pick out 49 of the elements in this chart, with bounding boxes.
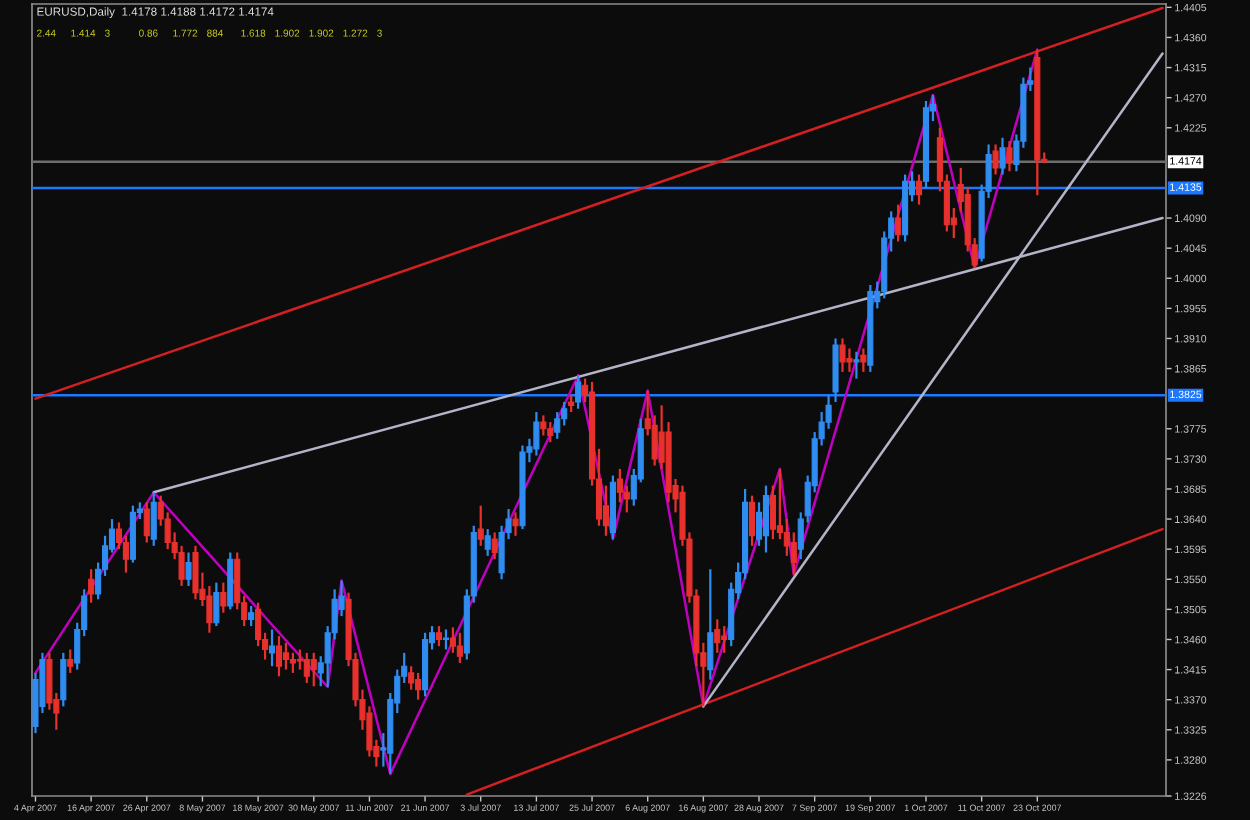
candlestick	[721, 624, 728, 654]
candlestick	[143, 501, 150, 544]
candlestick	[282, 641, 289, 671]
candlestick	[192, 544, 199, 601]
candlestick	[714, 618, 721, 654]
candlestick	[129, 504, 136, 564]
candlestick	[999, 136, 1006, 176]
candlestick	[60, 651, 67, 708]
candlestick	[748, 494, 756, 547]
candlestick	[289, 651, 296, 675]
candlestick	[303, 651, 310, 685]
candlestick	[860, 347, 867, 374]
candlestick	[616, 467, 623, 504]
candlestick	[248, 604, 255, 628]
candlestick	[268, 628, 276, 668]
candlestick	[67, 648, 74, 675]
candlestick	[415, 671, 422, 701]
candlestick	[512, 511, 519, 537]
line-series	[34, 48, 1039, 776]
candlestick	[707, 568, 714, 681]
candlestick	[227, 551, 234, 611]
candlestick	[435, 624, 443, 648]
candlestick	[275, 635, 283, 678]
candlestick	[575, 374, 582, 410]
candlestick	[992, 143, 999, 176]
candlestick	[846, 347, 853, 374]
candlestick	[533, 410, 540, 457]
candlestick	[853, 350, 860, 380]
candlestick	[88, 568, 95, 604]
candlestick	[491, 531, 498, 561]
candlestick	[456, 631, 463, 664]
candlestick	[484, 527, 491, 557]
candlestick	[839, 337, 846, 374]
candlestick	[540, 414, 547, 437]
candlestick	[310, 651, 317, 688]
candlestick	[477, 504, 484, 547]
candlestick	[150, 491, 157, 547]
candlestick	[213, 581, 220, 628]
candlestick	[296, 648, 303, 671]
candlestick	[1006, 140, 1013, 173]
candlestick	[554, 410, 561, 440]
candlestick	[220, 581, 227, 614]
candlestick	[915, 173, 923, 206]
candlestick	[185, 551, 192, 588]
candlestick	[832, 337, 839, 404]
candlestick	[442, 628, 450, 651]
candlestick	[547, 420, 554, 444]
candlestick	[895, 203, 902, 243]
candlestick	[762, 484, 770, 554]
